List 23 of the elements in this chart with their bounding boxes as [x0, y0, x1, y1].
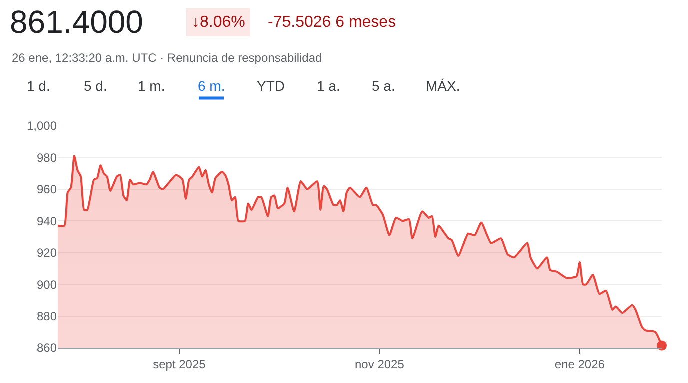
x-tick-label: nov 2025: [355, 357, 405, 372]
y-tick-label: 880: [36, 309, 58, 324]
text: 5 a.: [372, 78, 396, 94]
chart-title: 861.4000: [10, 4, 144, 40]
text: 5 d.: [84, 78, 108, 94]
text: YTD: [257, 78, 285, 94]
text: 1 m.: [138, 78, 166, 94]
text: 1 d.: [27, 78, 50, 94]
y-tick-label: 1,000: [26, 119, 58, 134]
y-tick-label: 920: [36, 246, 58, 260]
y-tick-label: 900: [36, 278, 58, 292]
y-tick-label: 980: [36, 150, 58, 165]
chart-subtitle: 26 ene, 12:33:20 a.m. UTC · Renuncia de responsabilidad: [12, 51, 322, 65]
text: 1 a.: [317, 78, 340, 94]
text: 6 m.: [198, 78, 226, 94]
x-tick-label: ene 2026: [554, 357, 606, 372]
text: MÁX.: [426, 78, 460, 94]
x-tick-label: sept 2025: [153, 357, 206, 372]
y-tick-label: 940: [36, 214, 58, 228]
y-tick-label: 960: [36, 182, 58, 197]
text: -75.5026 6 meses: [268, 14, 396, 31]
y-tick-label: 860: [36, 341, 58, 356]
text: ↓8.06%: [192, 14, 246, 31]
